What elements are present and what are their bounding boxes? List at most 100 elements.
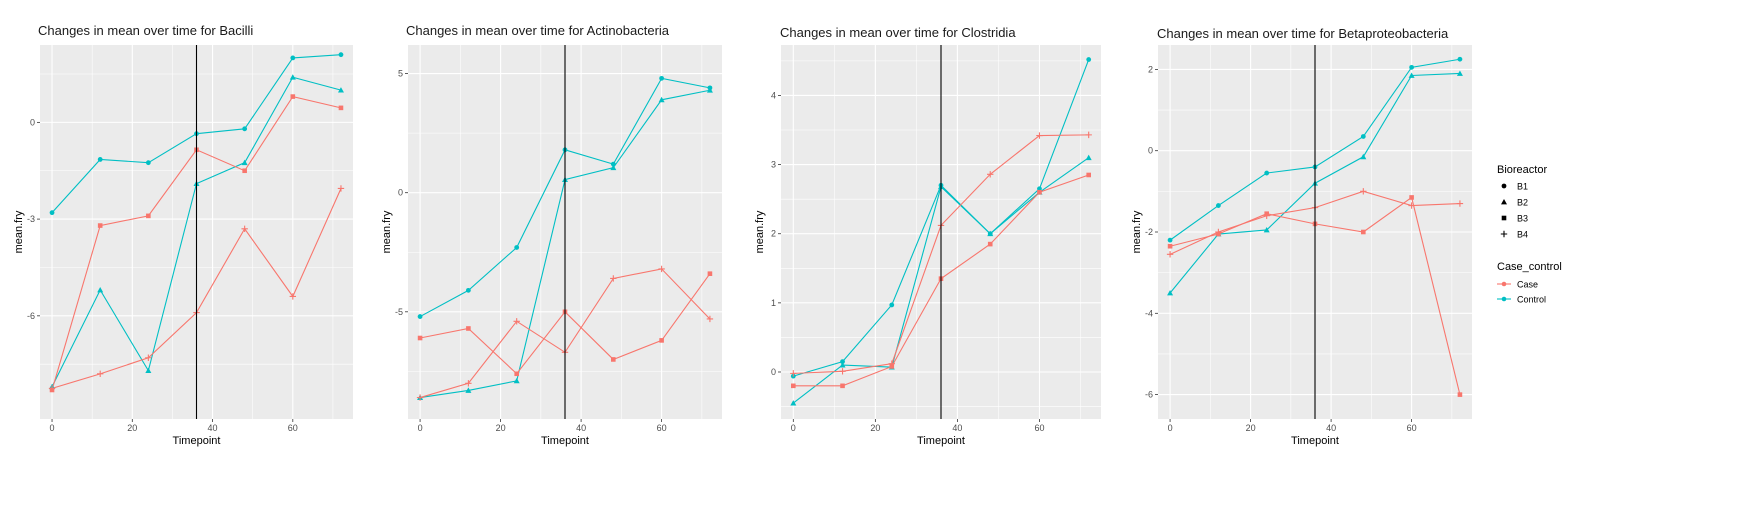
x-tick-label: 20	[870, 423, 880, 433]
data-point-b3	[338, 105, 344, 111]
y-tick-label: 2	[771, 229, 776, 239]
y-tick-label: 3	[771, 160, 776, 170]
data-point-b1	[840, 359, 845, 365]
x-tick-label: 60	[657, 423, 667, 433]
y-tick-label: -6	[1145, 390, 1153, 400]
data-point-b2	[289, 74, 296, 80]
data-point-b2	[337, 87, 344, 93]
data-point-b2	[1456, 70, 1463, 76]
data-point-b1	[514, 245, 520, 250]
data-point-b4	[289, 293, 297, 300]
legend-label-b4: B4	[1517, 230, 1528, 240]
legend-label-control: Control	[1517, 295, 1546, 305]
x-tick-label: 0	[418, 423, 423, 433]
legend-key-b3	[1501, 215, 1507, 221]
data-point-b2	[1085, 154, 1092, 161]
data-point-b4	[888, 360, 895, 367]
data-point-b4	[1360, 188, 1367, 195]
data-point-b1	[145, 160, 151, 166]
data-point-b2	[513, 377, 520, 384]
data-point-b1	[338, 52, 344, 58]
x-tick-label: 0	[791, 423, 796, 433]
data-point-b2	[1167, 289, 1174, 296]
data-point-b2	[145, 367, 152, 374]
chart-title: Changes in mean over time for Betaproteo…	[1157, 26, 1449, 41]
data-point-b3	[611, 357, 616, 362]
data-point-b4	[987, 171, 994, 178]
data-point-b1	[610, 161, 616, 167]
x-tick-label: 20	[1246, 423, 1256, 433]
x-tick-label: 40	[576, 423, 586, 433]
x-tick-label: 60	[1407, 423, 1417, 433]
data-point-b3	[97, 223, 103, 228]
chart-panel-actinobacteria: 0 20 40 60 -5 0 5 Changes in mean over time for…	[381, 23, 722, 447]
data-point-b3	[466, 326, 471, 331]
data-point-b1	[465, 287, 471, 293]
data-point-b4	[465, 380, 472, 387]
y-tick-label: 0	[1148, 146, 1153, 156]
data-point-b3	[1167, 243, 1173, 249]
chart-title: Changes in mean over time for Clostridia	[780, 25, 1016, 40]
y-axis-title: mean.fry	[381, 210, 393, 253]
data-point-b3	[1361, 229, 1366, 235]
data-point-b4	[1408, 202, 1415, 209]
y-tick-label: -3	[27, 214, 35, 224]
x-tick-label: 40	[952, 423, 962, 433]
y-tick-label: 0	[30, 117, 35, 127]
data-point-b1	[1086, 57, 1092, 62]
data-point-b2	[839, 362, 846, 368]
x-tick-label: 60	[288, 423, 298, 433]
data-point-b2	[1360, 153, 1367, 160]
data-point-b2	[987, 230, 994, 237]
y-tick-label: 5	[398, 69, 403, 79]
data-point-b1	[1409, 64, 1415, 70]
chart-panel-bacilli: 0 20 40 60 -6 -3 0 Changes in mean over time fo…	[13, 23, 353, 447]
data-point-b2	[241, 159, 248, 166]
x-axis-title: Timepoint	[541, 435, 589, 447]
data-point-b2	[97, 287, 104, 293]
data-point-b1	[1360, 134, 1366, 139]
data-point-b4	[145, 354, 152, 361]
chart-panel-betaproteobacteria: 0 20 40 60 -6 -4 -2 0 2 Changes in mean over time…	[1131, 26, 1472, 447]
x-tick-label: 40	[208, 423, 218, 433]
data-point-b1	[1167, 237, 1173, 243]
data-point-b4	[658, 265, 665, 273]
data-point-b3	[1037, 189, 1042, 195]
y-tick-label: 2	[1148, 64, 1153, 74]
data-point-b4	[513, 318, 520, 325]
y-axis-title: mean.fry	[754, 210, 766, 253]
y-tick-label: 1	[771, 298, 776, 308]
data-point-b3	[146, 213, 151, 219]
data-point-b1	[49, 210, 55, 216]
data-point-b4	[48, 385, 56, 392]
legend-title-case-control: Case_control	[1497, 261, 1562, 273]
data-point-b2	[706, 87, 713, 93]
legend-label-b2: B2	[1517, 198, 1528, 208]
y-tick-label: 0	[771, 367, 776, 377]
chart-title: Changes in mean over time for Actinobact…	[406, 23, 670, 38]
data-point-b4	[706, 315, 714, 323]
x-axis-title: Timepoint	[1291, 435, 1339, 447]
chart-title: Changes in mean over time for Bacilli	[38, 23, 253, 38]
data-point-b3	[659, 338, 664, 343]
data-point-b1	[242, 126, 248, 132]
data-point-b4	[839, 368, 846, 375]
data-point-b3	[791, 383, 796, 389]
legend-label-b1: B1	[1517, 182, 1528, 192]
y-axis-title: mean.fry	[1131, 210, 1143, 253]
legend: Bioreactor B1 B2 B3 B4 Case_control Case Contro…	[1497, 164, 1562, 305]
y-tick-label: -4	[1145, 308, 1153, 318]
data-point-b1	[1264, 170, 1270, 176]
data-point-b4	[416, 394, 424, 401]
legend-label-case: Case	[1517, 280, 1538, 290]
data-point-b1	[97, 157, 103, 162]
data-point-b2	[1408, 72, 1415, 78]
x-tick-label: 20	[496, 423, 506, 433]
data-point-b4	[337, 185, 345, 192]
x-tick-label: 0	[1168, 423, 1173, 433]
data-point-b4	[790, 370, 797, 377]
data-point-b3	[290, 94, 296, 99]
data-point-b2	[658, 96, 665, 103]
data-point-b3	[1457, 392, 1463, 397]
